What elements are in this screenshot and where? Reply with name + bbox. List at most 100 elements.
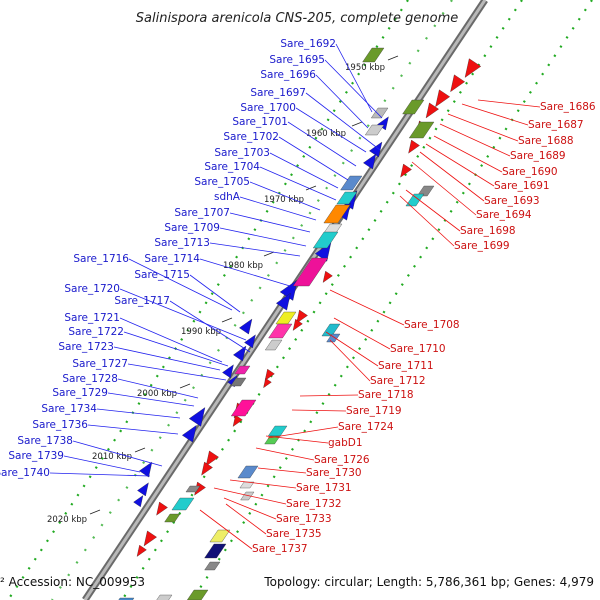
gene-label-left: Sare_1720 [64,283,120,295]
kbp-tick-label: 1970 kbp [264,195,304,205]
leader-line-left [113,346,221,371]
gene-label-left: Sare_1713 [154,237,210,249]
gene-box [268,425,288,437]
leader-line-left [107,392,195,407]
gene-label-right: Sare_1708 [404,319,460,331]
kbp-tick-label: 1960 kbp [306,129,346,139]
gene-box [209,529,231,543]
gene-label-left: Sare_1695 [269,54,325,66]
reverse-gene-arrow [143,530,157,547]
reverse-gene-arrow [201,461,213,476]
kbp-tick-label: 2000 kbp [137,389,177,399]
gene-label-left: Sare_1692 [280,38,336,50]
reverse-gene-arrow [292,318,303,331]
kbp-tick-mark [387,55,399,61]
gene-box [171,497,195,511]
leader-line-right [333,317,391,350]
gene-box [204,561,221,571]
leader-line-left [259,166,337,201]
gene-box [336,191,358,205]
gene-label-left: Sare_1722 [68,326,124,338]
leader-line-right [419,151,485,202]
leader-line-right [477,99,541,108]
gene-label-right: Sare_1733 [276,513,332,525]
leader-line-right [399,195,455,247]
reverse-gene-arrow [232,414,243,427]
gene-box [186,589,209,600]
gene-label-left: sdhA [214,191,241,203]
gene-label-right: Sare_1726 [314,454,370,466]
gene-label-left: Sare_1734 [41,403,97,415]
gene-box [323,204,351,224]
leader-line-right [325,331,379,367]
kbp-tick-label: 2010 kbp [92,452,132,462]
gene-label-right: Sare_1712 [370,375,426,387]
leader-line-left [119,288,247,341]
leader-line-left [278,136,349,181]
reverse-gene-arrow [408,139,420,154]
forward-gene-arrow [181,424,197,443]
forward-gene-arrow [363,153,377,170]
leader-line-right [329,339,371,382]
gene-label-right: Sare_1730 [306,467,362,479]
gene-box [402,99,425,115]
gene-label-left: Sare_1723 [58,341,114,353]
forward-gene-arrow [233,345,247,362]
gene-label-right: Sare_1690 [502,166,558,178]
gene-label-right: Sare_1732 [286,498,342,510]
accession-text: ² Accession: NC_009953 [0,575,145,589]
forward-gene-arrow [222,364,234,379]
gene-label-left: Sare_1729 [52,387,108,399]
gene-box [164,513,181,523]
leader-line-left [229,212,311,233]
kbp-tick-mark [221,317,233,323]
kbp-tick-label: 1990 kbp [181,327,221,337]
leader-line-right [329,289,405,326]
gene-label-right: Sare_1689 [510,150,566,162]
gene-label-left: Sare_1717 [114,295,170,307]
leader-line-left [324,59,383,119]
gene-box [340,175,363,191]
leader-line-right [447,113,519,142]
forward-gene-arrow [139,461,153,478]
forward-gene-arrow [275,292,291,311]
leader-line-left [96,408,181,419]
gene-label-left: Sare_1703 [214,147,270,159]
gene-box [292,257,329,287]
leader-line-right [255,447,315,461]
gene-label-right: Sare_1693 [484,195,540,207]
reverse-gene-arrow [205,450,219,467]
gene-label-left: Sare_1721 [64,312,120,324]
kbp-tick-mark [134,447,146,453]
leader-line-left [169,300,251,353]
gene-box [408,121,435,139]
leader-line-right [291,409,347,412]
leader-line-right [433,135,503,173]
gene-box [362,47,385,63]
gene-features [114,47,482,600]
dot-ring-0 [7,0,409,600]
leader-line-right [223,497,277,520]
kbp-tick-mark [179,383,191,389]
gene-label-right: Sare_1710 [390,343,446,355]
leader-line-left [305,92,381,151]
leader-line-left [209,242,301,257]
gene-box [326,333,341,343]
gene-label-right: Sare_1724 [338,421,394,433]
leader-line-right [425,143,495,187]
gene-box [264,435,281,445]
reverse-gene-arrow [435,89,451,108]
reverse-gene-arrow [322,270,333,283]
dot-ring-3 [51,0,453,600]
gene-label-right: Sare_1687 [528,119,584,131]
gene-label-right: Sare_1691 [494,180,550,192]
leader-line-left [269,152,339,189]
gene-box [365,124,385,136]
gene-label-right: Sare_1698 [460,225,516,237]
gene-label-right: gabD1 [328,437,363,449]
gene-box [230,377,247,387]
gene-box [240,491,255,501]
gene-label-left: Sare_1707 [174,207,230,219]
gene-label-right: Sare_1718 [358,389,414,401]
gene-box [312,231,339,249]
